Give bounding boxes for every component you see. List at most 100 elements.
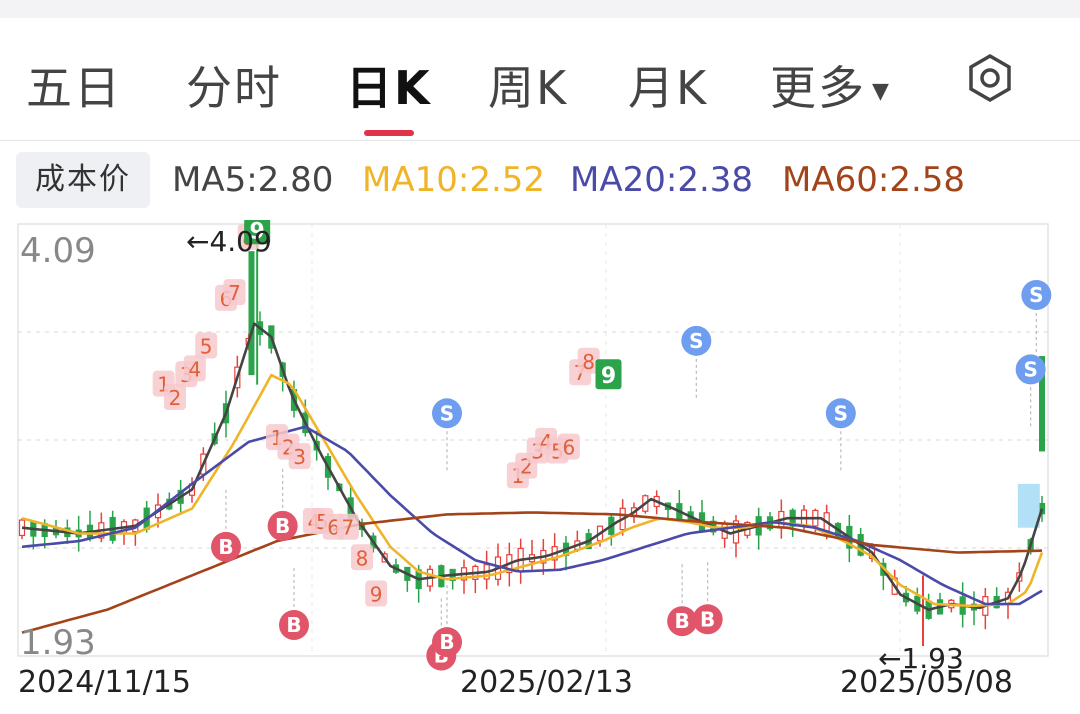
signal-circle [825, 398, 856, 429]
td-count-label: 9 [370, 583, 383, 607]
signal-letter: B [286, 613, 301, 637]
td-nine-label: 9 [601, 364, 616, 389]
td-count-label: 8 [356, 546, 369, 570]
ma20-value: MA20:2.38 [570, 160, 754, 200]
signal-letter: B [275, 514, 290, 538]
tab-monthly-k[interactable]: 月K [628, 61, 709, 115]
buy-signal-icon: B [692, 559, 723, 635]
ma10-value: MA10:2.52 [362, 160, 546, 200]
sell-signal-icon: S [1021, 280, 1052, 356]
td-count-label: 7 [341, 516, 354, 540]
td-count-bg [288, 443, 311, 470]
td-count-badge: 8 [351, 544, 373, 571]
td-count-bg [557, 433, 580, 460]
tab-more-label: 更多 [770, 61, 866, 115]
ma60-line [21, 511, 1043, 634]
td-count-badge: 4 [183, 355, 206, 382]
buy-signal-icon: B [667, 561, 698, 637]
low-price-marker: ←1.93 [878, 642, 964, 675]
td-count-badge: 6 [557, 433, 580, 460]
candle-body [248, 251, 255, 376]
tab-five-day[interactable]: 五日 [26, 61, 122, 115]
caret-down-icon: ▼ [872, 79, 891, 104]
signal-letter: S [689, 329, 703, 353]
td-count-badge: 3 [288, 443, 311, 470]
td-count-badge: 8 [577, 347, 600, 374]
signal-letter: B [675, 609, 690, 633]
tab-intraday[interactable]: 分时 [186, 61, 282, 115]
td-count-bg [365, 580, 388, 607]
buy-signal-icon: B [432, 582, 462, 658]
settings-hexagon-icon[interactable] [964, 52, 1016, 104]
signal-circle [1021, 280, 1052, 311]
ma5-value: MA5:2.80 [172, 160, 334, 200]
ma-lines [21, 322, 1044, 634]
td-nine-bg [244, 220, 271, 245]
td-count-label: 5 [200, 335, 213, 359]
td-count-badge: 2 [164, 384, 186, 411]
buy-signal-icon: B [211, 486, 241, 562]
ma20-line [21, 425, 1043, 606]
candle-body [1039, 356, 1045, 452]
y-max-label: 4.09 [20, 231, 96, 271]
signal-letter: S [1029, 283, 1043, 307]
signal-circle [211, 531, 241, 562]
signal-markers: SSSSSBBBBBBB123456781234567891234567899 [152, 220, 1052, 671]
signal-circle [267, 510, 298, 541]
sell-signal-icon: S [681, 325, 712, 401]
ma-legend: 成本价 MA5:2.80 MA10:2.52 MA20:2.38 MA60:2.… [0, 148, 1080, 218]
cost-price-button[interactable]: 成本价 [16, 152, 150, 208]
td-count-label: 3 [293, 445, 306, 469]
signal-circle [692, 604, 723, 635]
x-label-start: 2024/11/15 [18, 665, 191, 700]
signal-circle [279, 610, 309, 641]
td-count-bg [183, 355, 206, 382]
tab-divider [0, 140, 1080, 141]
buy-signal-icon: B [279, 565, 309, 641]
td-nine-bg [595, 359, 622, 390]
sell-signal-icon: S [825, 398, 856, 474]
buy-signal-icon: B [267, 465, 298, 541]
td-count-bg [164, 384, 186, 411]
td-count-label: 6 [562, 436, 575, 460]
sell-signal-icon: S [1015, 354, 1046, 430]
td-count-bg [223, 279, 246, 306]
signal-circle [1015, 354, 1046, 385]
tab-more[interactable]: 更多 ▼ [770, 52, 891, 118]
td-count-bg [336, 513, 359, 540]
td-nine-label: 9 [250, 220, 265, 244]
high-price-marker: ←4.09 [186, 225, 272, 258]
y-min-label: 1.93 [20, 623, 96, 663]
td-count-bg [195, 332, 218, 359]
signal-letter: S [440, 401, 454, 425]
signal-circle [681, 325, 712, 356]
active-tab-indicator [364, 130, 414, 136]
ma10-line [21, 373, 1044, 608]
tab-daily-k[interactable]: 日K [346, 61, 432, 115]
highlight-box [1017, 483, 1040, 528]
td-count-label: 7 [228, 281, 241, 305]
ma60-value: MA60:2.58 [782, 160, 966, 200]
signal-letter: S [834, 401, 848, 425]
signal-letter: B [700, 607, 715, 631]
signal-circle [432, 398, 462, 429]
x-label-mid: 2025/02/13 [460, 665, 633, 700]
tab-weekly-k[interactable]: 周K [488, 61, 569, 115]
sell-signal-icon: S [432, 398, 462, 474]
td-nine-badge: 9 [244, 220, 271, 245]
ma5-line [21, 322, 1044, 612]
td-count-label: 4 [188, 357, 201, 381]
td-count-badge: 5 [195, 332, 218, 359]
signal-circle [432, 627, 462, 658]
td-count-label: 2 [169, 386, 182, 410]
candlestick-chart[interactable]: SSSSSBBBBBBB123456781234567891234567899 … [0, 220, 1080, 714]
signal-circle [667, 606, 698, 637]
td-count-badge: 7 [223, 279, 246, 306]
td-count-label: 8 [582, 350, 595, 374]
signal-letter: B [439, 630, 454, 654]
td-nine-badge: 9 [595, 359, 622, 390]
period-tabs: 五日 分时 日K 周K 月K 更多 ▼ [0, 40, 1080, 130]
signal-letter: S [1023, 357, 1037, 381]
td-count-bg [577, 347, 600, 374]
td-count-bg [351, 544, 373, 571]
